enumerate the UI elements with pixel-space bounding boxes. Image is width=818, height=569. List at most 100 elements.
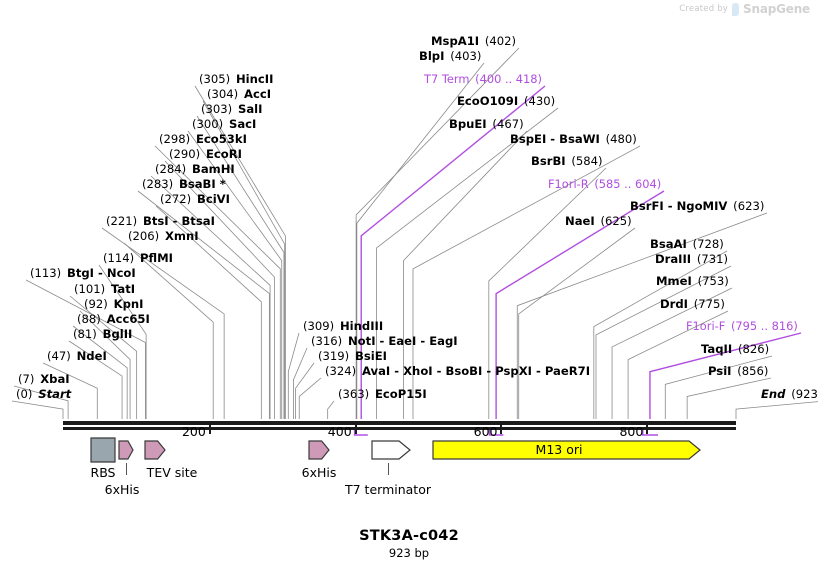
annotation-name: TatI [110,282,136,296]
annotation-label[interactable]: BlpI (403) [419,50,481,63]
leader-line [295,362,315,419]
axis-tick [500,425,503,434]
annotation-label[interactable]: End (923) [761,388,818,401]
annotation-position: (300) [192,117,224,131]
annotation-position: (114) [103,251,135,265]
feature-label-stem [388,463,389,475]
sequence-axis-line-top [63,421,736,425]
annotation-label[interactable]: MspA1I (402) [431,35,516,48]
annotation-name: BlpI [419,49,445,63]
annotation-label[interactable]: BpuEI (467) [449,118,524,131]
annotation-name: BsrBI [531,154,566,168]
annotation-name: BtgI - NcoI [66,266,136,280]
feature-arrow[interactable] [432,437,701,463]
annotation-label[interactable]: NaeI (625) [565,215,632,228]
axis-tick-label: 600 [473,424,498,439]
annotation-label[interactable]: F1ori-F (795 .. 816) [686,320,798,333]
annotation-name: BciVI [196,192,230,206]
feature-label-stem [126,463,127,475]
annotation-position: (47) [47,349,71,363]
annotation-label[interactable]: (363) EcoP15I [338,388,427,401]
feature-arrow[interactable] [144,437,166,463]
annotation-label[interactable]: (305) HincII [199,73,273,86]
annotation-label[interactable]: (206) XmnI [128,230,199,243]
snapgene-watermark: Created by SnapGene [679,2,810,16]
annotation-label[interactable]: (324) AvaI - XhoI - BsoBI - PspXI - PaeR… [325,365,590,378]
annotation-position: (7) [18,372,35,386]
feature-arrow[interactable] [308,437,330,463]
annotation-position: (92) [84,297,108,311]
feature-arrow[interactable] [371,437,411,463]
annotation-label[interactable]: (81) BglII [73,328,132,341]
feature-arrow[interactable] [118,437,134,463]
annotation-label[interactable]: (101) TatI [74,283,135,296]
annotation-label[interactable]: (221) BtsI - BtsaI [106,215,215,228]
annotation-name: BpuEI [449,117,487,131]
watermark-brand: SnapGene [743,2,810,16]
axis-tick [354,425,357,434]
annotation-label[interactable]: (300) SacI [192,118,256,131]
leader-line [686,377,772,419]
annotation-label[interactable]: BsrFI - NgoMIV (623) [630,200,764,213]
annotation-label[interactable]: (290) EcoRI [169,148,242,161]
annotation-position: (284) [155,162,187,176]
annotation-label[interactable]: DrdI (775) [660,298,725,311]
leader-line [735,401,818,419]
feature-label: TEV site [146,465,198,480]
annotation-position: (403) [450,49,482,63]
annotation-position: (430) [523,94,556,108]
annotation-label[interactable]: BspEI - BsaWI (480) [510,133,637,146]
annotation-label[interactable]: (319) BsiEI [318,350,387,363]
feature-shape-icon [308,440,330,460]
annotation-name: BtsI - BtsaI [142,214,215,228]
annotation-label[interactable]: (113) BtgI - NcoI [30,267,136,280]
annotation-label[interactable]: (298) Eco53kI [159,133,247,146]
annotation-name: BsaBI * [178,177,226,191]
annotation-label[interactable]: (0) Start [16,388,71,401]
annotation-label[interactable]: (283) BsaBI * [142,178,226,191]
annotation-label[interactable]: BsrBI (584) [531,155,603,168]
annotation-name: BglII [102,327,133,341]
annotation-label[interactable]: PsiI (856) [708,365,768,378]
annotation-label[interactable]: F1ori-R (585 .. 604) [548,178,661,191]
annotation-position: (625) [600,214,632,228]
annotation-position: (0) [16,387,33,401]
annotation-name: EcoO109I [457,94,519,108]
annotation-label[interactable]: (272) BciVI [160,193,230,206]
annotation-label[interactable]: TaqII (826) [701,343,769,356]
annotation-label[interactable]: (114) PflMI [103,252,173,265]
annotation-name: XmnI [164,229,199,243]
annotation-label[interactable]: (92) KpnI [84,298,143,311]
annotation-label[interactable]: (309) HindIII [303,320,383,333]
leader-line [298,377,322,419]
annotation-label[interactable]: (88) Acc65I [77,313,150,326]
annotation-position: (206) [128,229,160,243]
annotation-label[interactable]: EcoO109I (430) [457,95,555,108]
annotation-name: MmeI [656,274,692,288]
annotation-name: NotI - EaeI - EagI [347,334,458,348]
annotation-name: BspEI - BsaWI [510,132,600,146]
annotation-label[interactable]: T7 Term (400 .. 418) [424,73,542,86]
annotation-name: Acc65I [106,312,150,326]
annotation-position: (363) [338,387,370,401]
annotation-position: (283) [142,177,174,191]
annotation-label[interactable]: (284) BamHI [155,163,235,176]
annotation-label[interactable]: (303) SalI [201,103,262,116]
annotation-label[interactable]: DraIII (731) [655,253,728,266]
annotation-position: (731) [696,252,729,266]
feature-arrow[interactable] [90,437,116,463]
annotation-label[interactable]: (7) XbaI [18,373,70,386]
annotation-label[interactable]: (316) NotI - EaeI - EagI [311,335,458,348]
leader-line [150,175,271,419]
annotation-name: KpnI [113,297,144,311]
feature-shape-icon [371,440,411,460]
annotation-name: Start [38,387,72,401]
axis-tick [208,425,211,434]
annotation-label[interactable]: MmeI (753) [656,275,729,288]
annotation-label[interactable]: (304) AccI [207,88,271,101]
annotation-label[interactable]: BsaAI (728) [650,238,724,251]
annotation-name: F1ori-F [686,319,726,333]
annotation-label[interactable]: (47) NdeI [47,350,107,363]
watermark-prefix: Created by [679,4,729,14]
